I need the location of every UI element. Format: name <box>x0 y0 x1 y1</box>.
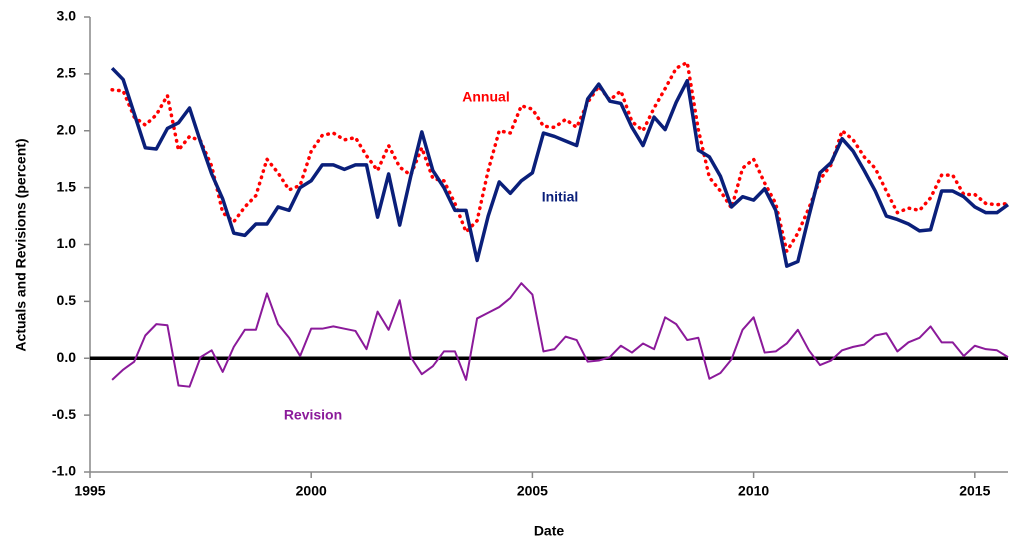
y-tick-label: 1.5 <box>57 178 77 194</box>
x-tick-label: 2015 <box>959 483 990 499</box>
series-label: Initial <box>542 189 579 205</box>
y-tick-label: 1.0 <box>57 235 77 251</box>
x-tick-label: 2005 <box>517 483 548 499</box>
y-tick-label: 3.0 <box>57 8 77 24</box>
y-tick-label: 2.0 <box>57 121 77 137</box>
series-line <box>110 66 1010 268</box>
y-tick-label: -0.5 <box>52 406 76 422</box>
series-line <box>111 282 1009 388</box>
x-tick-label: 1995 <box>74 483 105 499</box>
x-tick-label: 2010 <box>738 483 769 499</box>
y-tick-label: 2.5 <box>57 65 77 81</box>
y-tick-label: 0.0 <box>57 349 77 365</box>
series-label: Annual <box>462 89 509 105</box>
y-axis-label: Actuals and Revisions (percent) <box>13 138 29 351</box>
y-tick-label: -1.0 <box>52 463 76 479</box>
series-label: Revision <box>284 407 342 423</box>
x-axis-label: Date <box>534 523 565 539</box>
y-tick-label: 0.5 <box>57 292 77 308</box>
series-line <box>110 60 1010 254</box>
x-tick-label: 2000 <box>296 483 327 499</box>
